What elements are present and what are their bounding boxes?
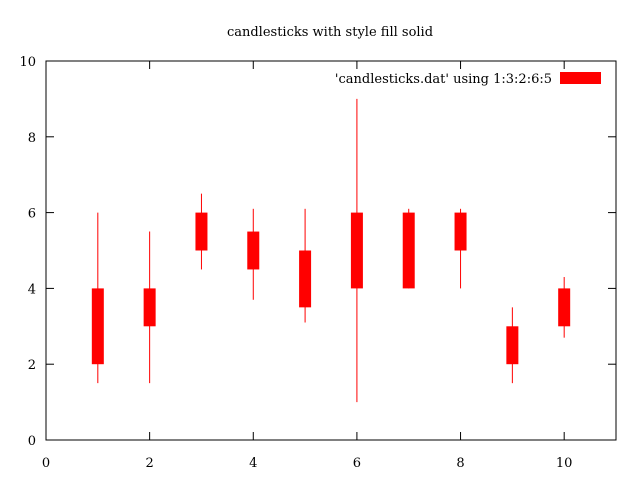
chart-title: candlesticks with style fill solid — [227, 25, 433, 40]
y-tick-label: 2 — [28, 358, 36, 373]
candle-body — [506, 326, 519, 365]
y-tick-label: 4 — [28, 282, 36, 297]
y-tick-label: 6 — [28, 207, 36, 222]
y-tick-label: 0 — [28, 434, 36, 449]
legend-label: 'candlesticks.dat' using 1:3:2:6:5 — [335, 72, 552, 87]
x-tick-label: 2 — [145, 456, 153, 471]
x-tick-label: 0 — [42, 456, 50, 471]
x-axis: 0 2 4 6 8 10 — [42, 61, 573, 471]
x-tick-label: 8 — [456, 456, 464, 471]
candle-body — [402, 212, 415, 289]
y-tick-label: 10 — [19, 55, 36, 70]
candle-body — [91, 288, 104, 365]
candle-body — [143, 288, 156, 327]
legend-swatch — [560, 72, 601, 84]
legend: 'candlesticks.dat' using 1:3:2:6:5 — [335, 72, 601, 87]
x-tick-label: 10 — [556, 456, 573, 471]
candle-body — [350, 212, 363, 289]
candle-body — [454, 212, 467, 251]
candle-body — [299, 250, 312, 308]
candlestick-series — [91, 98, 571, 403]
candle-body — [195, 212, 208, 251]
y-axis: 0 2 4 6 8 10 — [19, 55, 616, 449]
plot-frame — [45, 60, 617, 441]
x-tick-label: 6 — [353, 456, 361, 471]
candle-body — [558, 288, 571, 327]
y-tick-label: 8 — [28, 131, 36, 146]
x-tick-label: 4 — [249, 456, 257, 471]
candle-body — [247, 231, 260, 270]
